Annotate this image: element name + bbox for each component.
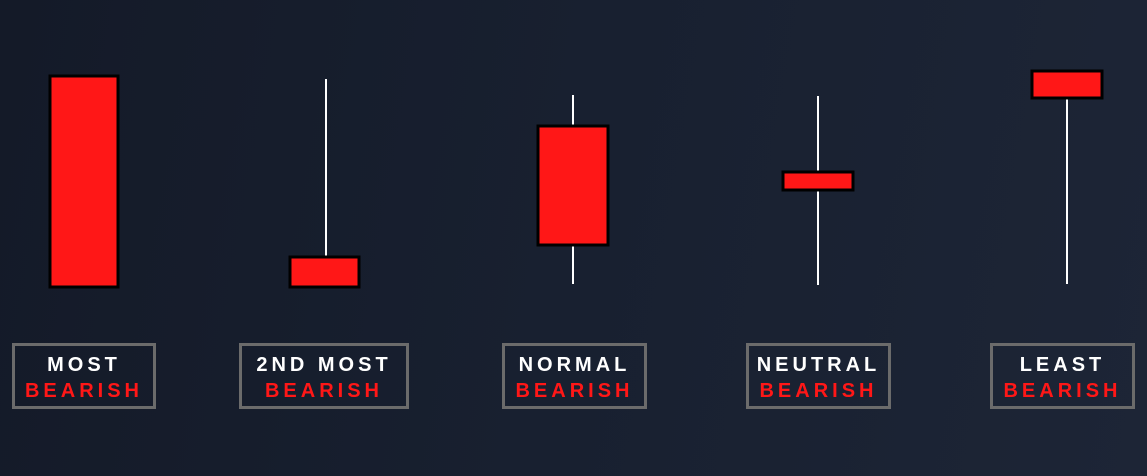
candle-body bbox=[1030, 69, 1104, 100]
label-neutral-bearish: NEUTRAL BEARISH bbox=[746, 343, 891, 409]
candle-normal-bearish bbox=[536, 95, 610, 284]
candle-body bbox=[48, 74, 120, 289]
label-line2: BEARISH bbox=[759, 380, 878, 402]
candle-least-bearish bbox=[1030, 69, 1104, 284]
label-line1: NORMAL bbox=[518, 354, 631, 376]
label-line1: LEAST bbox=[1019, 354, 1106, 376]
label-line2: BEARISH bbox=[515, 380, 634, 402]
candle-most-bearish bbox=[48, 74, 120, 289]
label-normal-bearish: NORMAL BEARISH bbox=[502, 343, 647, 409]
candles-svg bbox=[48, 69, 1104, 289]
label-line1: 2ND MOST bbox=[256, 354, 392, 376]
label-line2: BEARISH bbox=[264, 380, 383, 402]
candle-2nd-most-bearish bbox=[288, 79, 361, 289]
label-line1: NEUTRAL bbox=[756, 354, 881, 376]
candle-body bbox=[781, 170, 855, 192]
candle-neutral-bearish bbox=[781, 96, 855, 285]
label-line1: MOST bbox=[47, 354, 121, 376]
candle-body bbox=[536, 124, 610, 247]
label-line2: BEARISH bbox=[1003, 380, 1122, 402]
label-most-bearish: MOST BEARISH bbox=[12, 343, 156, 409]
candle-body bbox=[288, 255, 361, 289]
label-line2: BEARISH bbox=[24, 380, 143, 402]
label-least-bearish: LEAST BEARISH bbox=[990, 343, 1135, 409]
label-2nd-most-bearish: 2ND MOST BEARISH bbox=[239, 343, 409, 409]
